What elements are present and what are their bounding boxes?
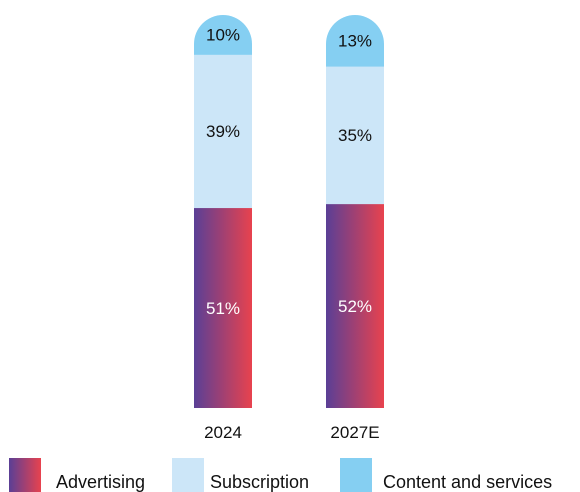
legend-swatch-advertising <box>9 458 41 492</box>
data-label-content-and-services-2027e: 13% <box>338 32 372 51</box>
legend-swatch-content-and-services <box>340 458 372 492</box>
bar-segment-advertising-2024 <box>194 207 252 408</box>
legend-label-subscription: Subscription <box>210 472 309 492</box>
bar-2027e <box>326 15 384 408</box>
bar-segment-content-and-services-2027e <box>326 15 384 67</box>
bar-segment-subscription-2027e <box>326 66 384 205</box>
legend-swatch-subscription <box>172 458 204 492</box>
segment-labels-group: 51% 39% 10% 52% 35% 13% <box>206 26 372 318</box>
category-label-2024: 2024 <box>204 423 242 442</box>
category-labels-group: 2024 2027E <box>204 423 380 442</box>
data-label-content-and-services-2024: 10% <box>206 26 240 45</box>
data-label-subscription-2027e: 35% <box>338 126 372 145</box>
bars-group <box>194 15 384 408</box>
bar-segment-advertising-2027e <box>326 203 384 408</box>
data-label-advertising-2027e: 52% <box>338 297 372 316</box>
bar-segment-subscription-2024 <box>194 54 252 209</box>
legend: Advertising Subscription Content and ser… <box>9 458 552 492</box>
legend-label-content-and-services: Content and services <box>383 472 552 492</box>
legend-label-advertising: Advertising <box>56 472 145 492</box>
data-label-subscription-2024: 39% <box>206 122 240 141</box>
data-label-advertising-2024: 51% <box>206 299 240 318</box>
bar-2024 <box>194 15 252 408</box>
category-label-2027e: 2027E <box>330 423 379 442</box>
